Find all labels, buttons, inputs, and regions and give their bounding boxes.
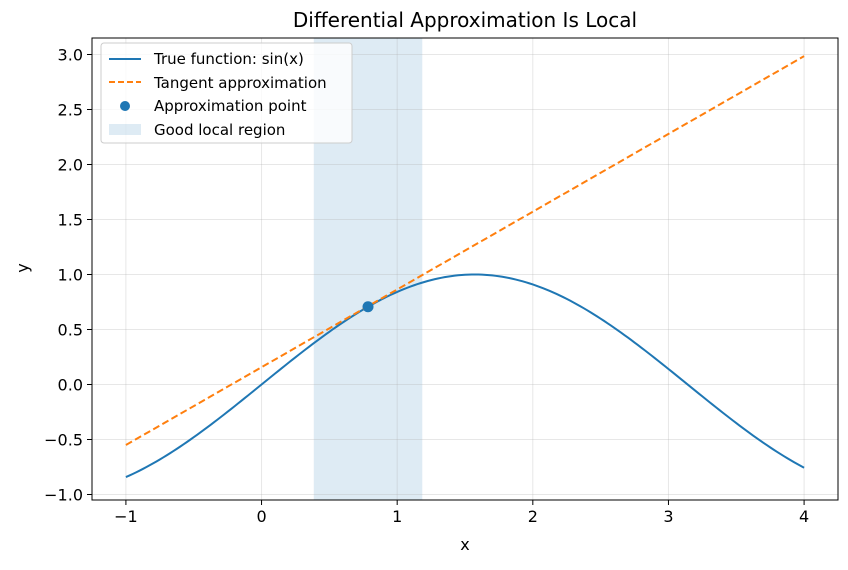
x-tick-label: 4: [799, 507, 809, 526]
y-tick-label: 2.0: [58, 156, 83, 175]
legend-region-label: Good local region: [154, 121, 285, 139]
legend-point-swatch: [120, 101, 130, 111]
x-tick-label: 2: [528, 507, 538, 526]
legend-box: [100, 42, 353, 144]
approximation-point: [362, 301, 374, 313]
y-tick-label: 0.0: [58, 376, 83, 395]
y-axis-label: y: [13, 263, 32, 272]
x-tick-label: −1: [114, 507, 138, 526]
legend: True function: sin(x) Tangent approximat…: [100, 42, 353, 144]
legend-true-function-label: True function: sin(x): [153, 50, 304, 68]
tangent-approximation-line: [125, 55, 805, 446]
x-tick-label: 3: [663, 507, 673, 526]
y-tick-label: −1.0: [44, 486, 83, 505]
y-tick-label: 1.5: [58, 211, 83, 230]
y-tick-label: 0.5: [58, 321, 83, 340]
chart-title: Differential Approximation Is Local: [293, 8, 637, 32]
series-layer: [125, 55, 805, 478]
legend-region-swatch: [109, 124, 141, 135]
tick-layer: −1 0 1 2 3 4 −1.0 −0.5 0.0 0.5 1.0 1.5 2.0 2.5 3.0: [44, 46, 809, 527]
x-tick-label: 0: [256, 507, 266, 526]
plot-frame: [91, 37, 839, 501]
y-tick-label: 1.0: [58, 266, 83, 285]
true-function-line: [125, 273, 805, 478]
y-tick-label: −0.5: [44, 431, 83, 450]
x-axis-label: x: [460, 535, 469, 554]
x-tick-label: 1: [392, 507, 402, 526]
y-tick-label: 3.0: [58, 46, 83, 65]
y-tick-label: 2.5: [58, 101, 83, 120]
legend-tangent-label: Tangent approximation: [153, 74, 327, 92]
legend-point-label: Approximation point: [154, 97, 307, 115]
